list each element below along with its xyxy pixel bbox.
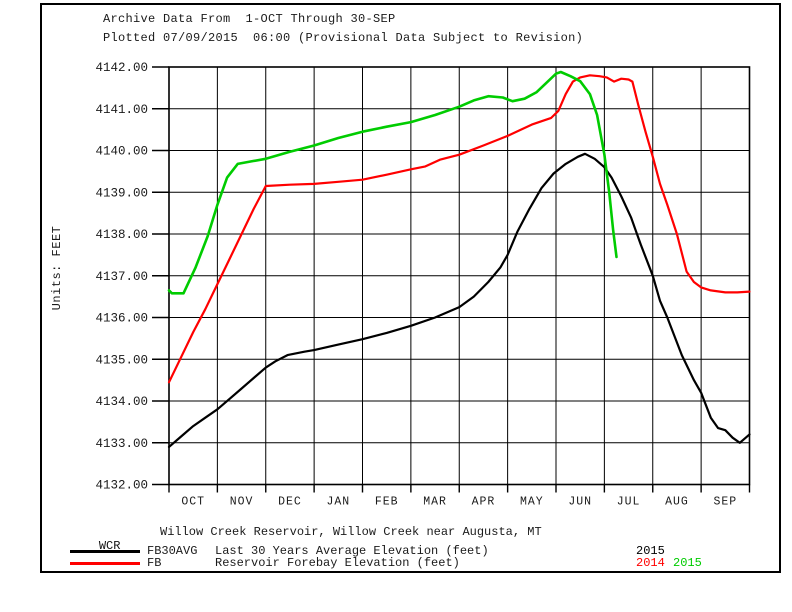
x-month-label: MAR	[423, 496, 447, 509]
chart-series	[167, 70, 751, 448]
x-month-label: FEB	[375, 496, 399, 509]
station-code: WCR	[98, 539, 121, 553]
legend-swatch-fb	[70, 562, 140, 565]
x-month-label: MAY	[520, 496, 544, 509]
legend-code-fb30avg: FB30AVG	[147, 544, 198, 558]
chart-gridlines	[169, 67, 750, 485]
legend-code-fb: FB	[147, 556, 162, 570]
x-month-label: APR	[472, 496, 496, 509]
station-name: Willow Creek Reservoir, Willow Creek nea…	[160, 525, 542, 539]
x-month-label: JUL	[617, 496, 641, 509]
legend-year-fb-2014: 2014	[636, 556, 665, 570]
y-tick-label: 4140.00	[95, 145, 148, 159]
y-tick-label: 4132.00	[95, 479, 148, 493]
series-line-fb	[167, 74, 751, 384]
legend-desc-fb: Reservoir Forebay Elevation (feet)	[215, 556, 460, 570]
legend-swatch-fb30avg	[70, 550, 140, 553]
plot-subtitle: Plotted 07/09/2015 06:00 (Provisional Da…	[103, 31, 584, 45]
series-line-fb30avg	[167, 152, 751, 448]
legend-year-fb30avg-2015: 2015	[636, 544, 665, 558]
y-tick-label: 4138.00	[95, 228, 148, 242]
legend-year-fb-2015: 2015	[673, 556, 702, 570]
x-month-label: OCT	[181, 496, 205, 509]
y-tick-label: 4137.00	[95, 270, 148, 284]
x-month-label: SEP	[713, 496, 737, 509]
y-tick-label: 4133.00	[95, 437, 148, 451]
y-axis-ticks: 4142.00 4141.00 4140.00 4139.00 4138.00 4137.…	[95, 61, 169, 493]
x-axis-ticks: OCT NOV DEC JAN FEB MAR APR MAY JUN JUL AUG SEP	[168, 484, 751, 509]
x-month-label: DEC	[278, 496, 302, 509]
y-tick-label: 4136.00	[95, 312, 148, 326]
y-tick-label: 4134.00	[95, 395, 148, 409]
legend-desc-fb30avg: Last 30 Years Average Elevation (feet)	[215, 544, 489, 558]
y-tick-label: 4141.00	[95, 103, 148, 117]
x-month-label: JAN	[326, 496, 350, 509]
x-month-label: AUG	[665, 496, 689, 509]
y-tick-label: 4142.00	[95, 61, 148, 75]
y-tick-label: 4135.00	[95, 353, 148, 367]
x-month-label: JUN	[568, 496, 592, 509]
plot-frame	[40, 3, 781, 573]
y-tick-label: 4139.00	[95, 186, 148, 200]
plot-title: Archive Data From 1-OCT Through 30-SEP	[103, 12, 396, 26]
series-line-fb	[167, 70, 618, 295]
x-month-label: NOV	[230, 496, 254, 509]
legend-station-row: WCR	[70, 525, 121, 567]
